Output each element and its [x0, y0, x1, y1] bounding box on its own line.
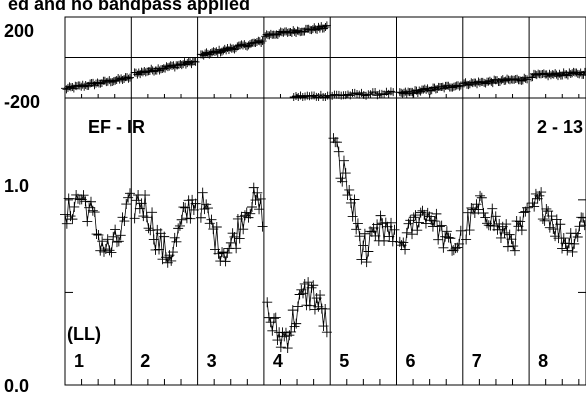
- phase-series-if-8: [527, 67, 586, 82]
- amp-ytick-bottom: 0.0: [4, 376, 29, 396]
- phase-panel: [61, 16, 586, 101]
- amp-series-if-1: [60, 188, 135, 258]
- amp-line: [465, 194, 528, 251]
- phase-series-if-6: [395, 81, 465, 98]
- if-label-3: 3: [207, 351, 217, 371]
- amp-line: [266, 282, 328, 349]
- phase-series-if-1: [61, 73, 134, 94]
- phase-point: [523, 75, 532, 84]
- if-label-8: 8: [538, 351, 548, 371]
- amp-line: [200, 187, 263, 262]
- amplitude-panel: [60, 97, 586, 386]
- amp-series-if-2: [129, 190, 201, 268]
- if-label-1: 1: [74, 351, 84, 371]
- amp-series-if-7: [461, 190, 533, 256]
- baseline-label: EF - IR: [88, 117, 145, 137]
- phase-series-if-7: [460, 73, 532, 90]
- amp-series-if-6: [394, 205, 466, 256]
- phase-ytick-bottom: -200: [4, 92, 40, 112]
- phase-series-if-5: [289, 87, 398, 101]
- phase-series-if-2: [130, 57, 200, 79]
- phase-ytick-top: 200: [4, 21, 34, 41]
- if-label-5: 5: [339, 351, 349, 371]
- phase-series-if-4: [261, 21, 331, 41]
- phase-line: [463, 77, 528, 86]
- phase-line: [293, 90, 394, 98]
- phase-line: [399, 84, 462, 95]
- amp-line: [399, 210, 462, 252]
- amplitude-frame: [64, 97, 586, 386]
- amp-series-if-4: [262, 277, 332, 354]
- phase-line: [530, 71, 586, 78]
- polarization-label: (LL): [67, 324, 101, 344]
- amp-series-if-8: [527, 187, 586, 257]
- amp-point: [579, 220, 586, 231]
- if-label-6: 6: [406, 351, 416, 371]
- amp-line: [134, 194, 196, 265]
- phase-line: [200, 40, 263, 57]
- phase-line: [264, 25, 328, 37]
- phase-line: [64, 76, 131, 90]
- chart-title: ed and no bandpass applied: [8, 0, 250, 14]
- if-label-4: 4: [273, 351, 283, 371]
- amp-point: [190, 198, 201, 209]
- if-label-7: 7: [472, 351, 482, 371]
- amp-point: [522, 202, 533, 213]
- amp-line: [532, 191, 586, 253]
- if-labels: 1 2 3 4 5 6 7 8: [74, 351, 548, 371]
- phase-line: [134, 60, 196, 76]
- baseline-id: 2 - 13: [537, 117, 583, 137]
- amp-series-if-5: [328, 133, 400, 268]
- phase-series-if-3: [196, 36, 267, 60]
- amp-ytick-top: 1.0: [4, 176, 29, 196]
- if-label-2: 2: [140, 351, 150, 371]
- phase-point: [580, 67, 586, 76]
- amp-line: [64, 193, 131, 254]
- amp-series-if-3: [195, 182, 268, 267]
- amp-line: [333, 138, 395, 263]
